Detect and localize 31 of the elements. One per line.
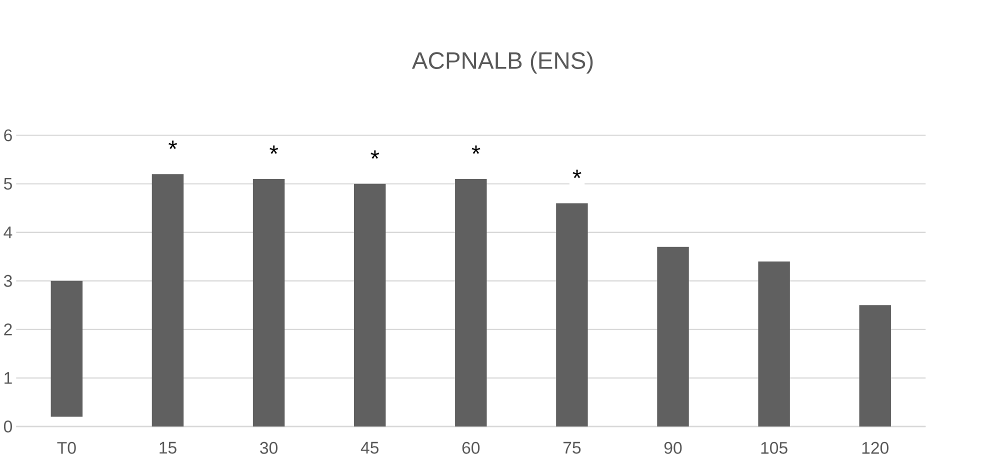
- annotation: *: [270, 145, 278, 154]
- x-tick-label: 75: [563, 442, 581, 454]
- annotation: *: [168, 140, 178, 149]
- bar: [50, 280, 83, 417]
- bar: [252, 178, 285, 426]
- bar: [152, 174, 184, 426]
- x-tick-label: 105: [761, 442, 788, 454]
- bar: [354, 184, 386, 426]
- annotation: *: [572, 170, 582, 178]
- bar: [657, 246, 689, 426]
- x-tick-label: 120: [862, 442, 888, 454]
- chart-title: ACPNALB (ENS): [412, 51, 593, 74]
- annotation: *: [370, 150, 380, 159]
- x-tick-label: 90: [664, 442, 682, 454]
- bar: [556, 203, 588, 426]
- bar: [758, 261, 790, 426]
- x-tick-label: 30: [260, 442, 278, 454]
- bar: [455, 178, 487, 426]
- y-tick-label: 6: [4, 129, 12, 142]
- y-tick-label: 4: [4, 226, 12, 238]
- x-tick-label: 15: [160, 442, 176, 454]
- bar: [859, 305, 891, 426]
- y-tick-label: 1: [4, 372, 12, 384]
- y-tick-label: 0: [4, 420, 12, 432]
- annotation: *: [472, 145, 480, 154]
- y-tick-label: 5: [4, 178, 12, 190]
- x-tick-label: 60: [462, 442, 480, 454]
- x-tick-label: 45: [360, 442, 378, 454]
- y-tick-label: 3: [4, 274, 12, 287]
- y-tick-label: 2: [4, 323, 12, 336]
- x-tick-label: T0: [57, 442, 76, 454]
